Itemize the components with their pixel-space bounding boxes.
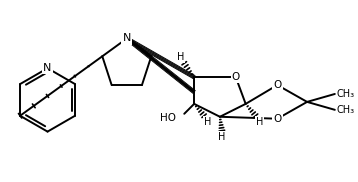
Text: H: H <box>256 117 263 127</box>
Text: O: O <box>273 80 281 90</box>
Text: N: N <box>43 63 52 73</box>
Text: N: N <box>122 33 131 43</box>
Text: CH₃: CH₃ <box>337 105 355 115</box>
Text: O: O <box>273 114 281 124</box>
Text: CH₃: CH₃ <box>337 89 355 99</box>
Text: H: H <box>204 117 212 127</box>
Text: H: H <box>176 52 184 62</box>
Text: H: H <box>218 132 226 142</box>
Text: HO: HO <box>160 113 176 123</box>
Text: O: O <box>232 72 240 82</box>
